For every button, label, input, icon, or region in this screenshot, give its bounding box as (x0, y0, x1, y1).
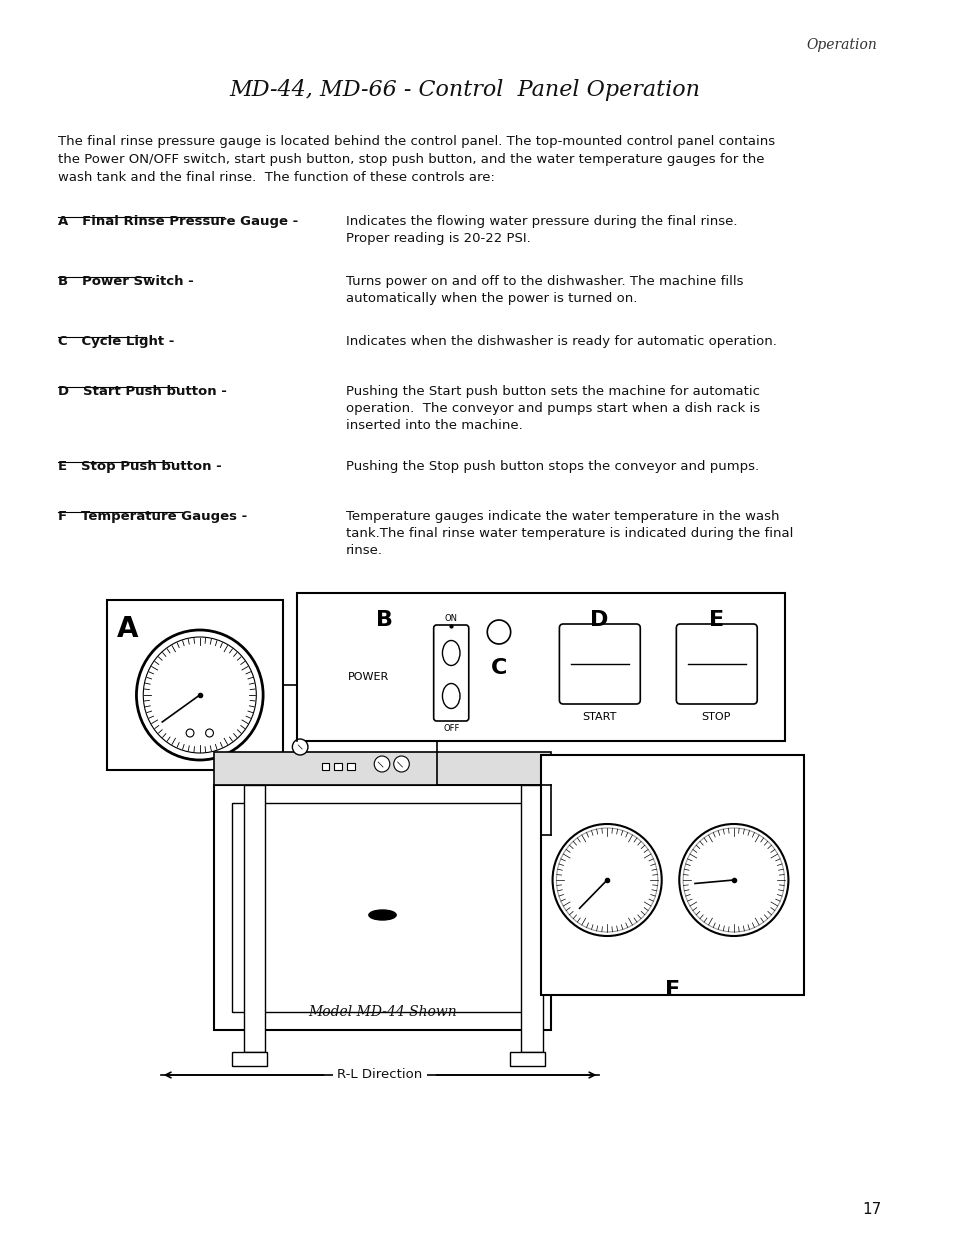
Ellipse shape (369, 910, 395, 920)
Circle shape (682, 827, 783, 932)
Text: inserted into the machine.: inserted into the machine. (346, 419, 522, 432)
Text: tank.The final rinse water temperature is indicated during the final: tank.The final rinse water temperature i… (346, 527, 793, 540)
Circle shape (292, 739, 308, 755)
Text: B   Power Switch -: B Power Switch - (58, 275, 194, 288)
Text: The final rinse pressure gauge is located behind the control panel. The top-moun: The final rinse pressure gauge is locate… (58, 135, 775, 148)
Ellipse shape (442, 683, 459, 709)
Text: E: E (708, 610, 723, 630)
FancyBboxPatch shape (676, 624, 757, 704)
Text: E   Stop Push button -: E Stop Push button - (58, 459, 222, 473)
Bar (297, 593, 783, 741)
Text: Pushing the Start push button sets the machine for automatic: Pushing the Start push button sets the m… (346, 385, 760, 398)
Circle shape (394, 756, 409, 772)
Circle shape (374, 756, 390, 772)
Circle shape (556, 827, 658, 932)
Ellipse shape (442, 641, 459, 666)
Text: R-L Direction: R-L Direction (337, 1068, 422, 1082)
Text: Indicates the flowing water pressure during the final rinse.: Indicates the flowing water pressure dur… (346, 215, 737, 228)
Text: Operation: Operation (805, 38, 876, 52)
Text: MD-44, MD-66 - Control  Panel Operation: MD-44, MD-66 - Control Panel Operation (229, 79, 700, 101)
Circle shape (136, 630, 263, 760)
Text: Proper reading is 20-22 PSI.: Proper reading is 20-22 PSI. (346, 232, 530, 245)
Bar (521, 785, 542, 1052)
Text: F   Temperature Gauges -: F Temperature Gauges - (58, 510, 248, 522)
Text: OFF: OFF (442, 724, 459, 734)
FancyBboxPatch shape (558, 624, 639, 704)
Text: 17: 17 (862, 1203, 881, 1218)
Circle shape (143, 637, 256, 753)
Text: wash tank and the final rinse.  The function of these controls are:: wash tank and the final rinse. The funct… (58, 170, 495, 184)
Text: operation.  The conveyor and pumps start when a dish rack is: operation. The conveyor and pumps start … (346, 403, 760, 415)
Text: C   Cycle Light -: C Cycle Light - (58, 335, 174, 348)
Text: rinse.: rinse. (346, 543, 382, 557)
Text: A: A (117, 615, 138, 643)
Text: Pushing the Stop push button stops the conveyor and pumps.: Pushing the Stop push button stops the c… (346, 459, 759, 473)
Text: Indicates when the dishwasher is ready for automatic operation.: Indicates when the dishwasher is ready f… (346, 335, 776, 348)
Text: Turns power on and off to the dishwasher. The machine fills: Turns power on and off to the dishwasher… (346, 275, 742, 288)
Text: D: D (590, 610, 608, 630)
Bar (347, 763, 355, 769)
Circle shape (679, 824, 787, 936)
Bar (107, 600, 282, 769)
Circle shape (487, 620, 510, 643)
Text: B: B (376, 610, 393, 630)
Bar (334, 763, 342, 769)
Bar (321, 763, 329, 769)
Circle shape (206, 729, 213, 737)
Circle shape (186, 729, 193, 737)
Text: ON: ON (444, 614, 457, 622)
Text: automatically when the power is turned on.: automatically when the power is turned o… (346, 291, 637, 305)
Text: Temperature gauges indicate the water temperature in the wash: Temperature gauges indicate the water te… (346, 510, 779, 522)
Text: C: C (490, 658, 507, 678)
Text: POWER: POWER (348, 672, 389, 682)
Bar (243, 785, 265, 1052)
Text: STOP: STOP (700, 713, 730, 722)
Text: A   Final Rinse Pressure Gauge -: A Final Rinse Pressure Gauge - (58, 215, 298, 228)
Circle shape (552, 824, 661, 936)
Bar (509, 1052, 544, 1066)
FancyBboxPatch shape (434, 625, 468, 721)
Bar (214, 752, 550, 785)
Text: D   Start Push button -: D Start Push button - (58, 385, 227, 398)
Bar (214, 785, 550, 1030)
Text: Model MD-44 Shown: Model MD-44 Shown (308, 1005, 456, 1019)
Text: START: START (581, 713, 616, 722)
Bar (540, 755, 803, 995)
Text: the Power ON/OFF switch, start push button, stop push button, and the water temp: the Power ON/OFF switch, start push butt… (58, 153, 764, 165)
Bar (232, 803, 533, 1011)
Text: F: F (664, 981, 679, 1000)
Bar (232, 1052, 267, 1066)
